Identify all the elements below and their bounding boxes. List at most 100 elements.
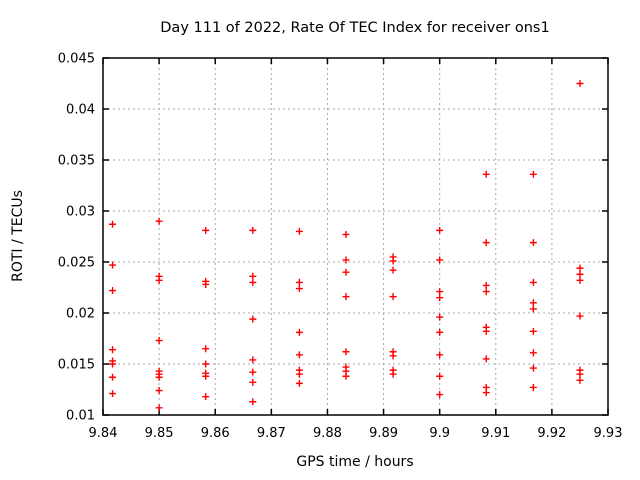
data-point-plus xyxy=(529,305,537,313)
data-point-plus xyxy=(295,285,303,293)
data-point-plus xyxy=(155,217,163,225)
x-tick-label: 9.86 xyxy=(201,426,230,441)
y-tick-label: 0.035 xyxy=(58,154,95,169)
data-point-plus xyxy=(342,372,350,380)
data-point-plus xyxy=(202,345,210,353)
data-point-plus xyxy=(529,239,537,247)
data-point-plus xyxy=(389,257,397,265)
data-point-plus xyxy=(389,352,397,360)
chart-title: Day 111 of 2022, Rate Of TEC Index for r… xyxy=(160,20,549,36)
data-point-plus xyxy=(482,327,490,335)
data-point-plus xyxy=(529,383,537,391)
data-point-plus xyxy=(436,351,444,359)
data-point-plus xyxy=(529,327,537,335)
data-point-plus xyxy=(436,226,444,234)
data-point-plus xyxy=(576,80,584,87)
y-axis-label: ROTI / TECUs xyxy=(10,190,26,282)
data-point-plus xyxy=(529,349,537,357)
data-point-plus xyxy=(295,370,303,378)
data-point-plus xyxy=(155,276,163,284)
data-point-plus xyxy=(389,293,397,301)
data-point-plus xyxy=(436,294,444,302)
data-point-plus xyxy=(249,272,257,280)
data-point-plus xyxy=(436,372,444,380)
y-tick-label: 0.025 xyxy=(58,256,95,271)
x-tick-label: 9.84 xyxy=(89,426,118,441)
y-tick-label: 0.045 xyxy=(58,52,95,67)
data-point-plus xyxy=(576,376,584,384)
y-tick-label: 0.02 xyxy=(66,307,95,322)
data-point-plus xyxy=(482,170,490,178)
data-point-plus xyxy=(436,328,444,336)
data-point-plus xyxy=(295,379,303,387)
data-point-plus xyxy=(529,278,537,286)
data-point-plus xyxy=(389,370,397,378)
y-tick-label: 0.03 xyxy=(66,205,95,220)
data-point-plus xyxy=(529,299,537,307)
x-tick-label: 9.89 xyxy=(369,426,398,441)
data-point-plus xyxy=(482,389,490,397)
data-point-plus xyxy=(342,293,350,301)
data-point-plus xyxy=(109,346,117,354)
x-tick-label: 9.9 xyxy=(429,426,450,441)
data-point-plus xyxy=(155,404,163,412)
data-point-plus xyxy=(295,278,303,286)
y-tick-label: 0.015 xyxy=(58,358,95,373)
x-tick-labels: 9.84 9.85 9.86 9.87 9.88 9.89 9.9 9.91 9.92 9.93 xyxy=(89,426,623,441)
data-point-plus xyxy=(436,391,444,399)
data-point-plus xyxy=(482,355,490,363)
plot-border xyxy=(102,57,609,416)
data-point-plus xyxy=(249,368,257,376)
x-tick-label: 9.85 xyxy=(145,426,174,441)
data-point-plus xyxy=(576,312,584,320)
data-point-plus xyxy=(529,170,537,178)
data-point-plus xyxy=(342,268,350,276)
data-point-plus xyxy=(295,328,303,336)
data-point-plus xyxy=(109,261,117,269)
data-point-plus xyxy=(436,256,444,264)
data-point-plus xyxy=(389,266,397,274)
data-point-plus xyxy=(342,256,350,264)
data-point-plus xyxy=(342,230,350,238)
data-point-plus xyxy=(109,287,117,295)
data-point-plus xyxy=(576,264,584,272)
grid-lines xyxy=(103,58,608,415)
data-point-plus xyxy=(109,390,117,398)
x-tick-label: 9.93 xyxy=(594,426,623,441)
data-point-plus xyxy=(109,220,117,228)
data-point-plus xyxy=(436,288,444,296)
data-points xyxy=(109,80,584,412)
data-point-plus xyxy=(249,356,257,364)
data-point-plus xyxy=(249,378,257,386)
data-point-plus xyxy=(295,227,303,235)
data-point-plus xyxy=(576,370,584,378)
data-point-plus xyxy=(202,393,210,401)
data-point-plus xyxy=(482,281,490,289)
data-point-plus xyxy=(249,398,257,406)
data-point-plus xyxy=(202,280,210,288)
x-tick-label: 9.88 xyxy=(313,426,342,441)
data-point-plus xyxy=(249,278,257,286)
data-point-plus xyxy=(155,337,163,345)
data-point-plus xyxy=(109,360,117,368)
data-point-plus xyxy=(249,226,257,234)
data-point-plus xyxy=(249,315,257,323)
x-tick-label: 9.91 xyxy=(481,426,510,441)
y-tick-label: 0.01 xyxy=(66,409,95,424)
data-point-plus xyxy=(202,372,210,380)
data-point-plus xyxy=(342,348,350,356)
data-point-plus xyxy=(155,373,163,381)
data-point-plus xyxy=(202,360,210,368)
data-point-plus xyxy=(109,373,117,381)
x-tick-label: 9.92 xyxy=(537,426,566,441)
data-point-plus xyxy=(576,270,584,278)
data-point-plus xyxy=(529,364,537,372)
data-point-plus xyxy=(155,387,163,395)
x-tick-label: 9.87 xyxy=(257,426,286,441)
x-axis-label: GPS time / hours xyxy=(296,454,413,470)
data-point-plus xyxy=(482,239,490,247)
data-point-plus xyxy=(202,226,210,234)
y-tick-label: 0.04 xyxy=(66,103,95,118)
